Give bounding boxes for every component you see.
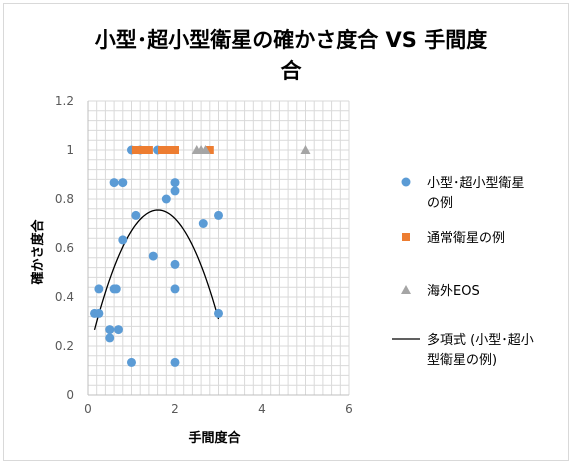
circle-data-point xyxy=(105,325,115,335)
y-tick-label: 0.8 xyxy=(55,192,74,206)
square-data-point xyxy=(166,146,175,154)
square-data-point xyxy=(157,146,166,154)
legend-circle-key xyxy=(401,177,411,187)
square-data-point xyxy=(162,146,171,154)
y-axis-title: 確かさ度合 xyxy=(30,219,46,285)
legend-label: 通常衛星の例 xyxy=(427,231,505,246)
circle-data-point xyxy=(170,357,180,367)
circle-data-point xyxy=(170,284,180,294)
scatter-chart: 小型･超小型衛星の確かさ度合 VS 手間度合 0 2 4 6 0 0.2 0.4 0.6 0.8 1… xyxy=(30,28,534,446)
x-tick-label: 0 xyxy=(84,402,92,416)
circle-data-point xyxy=(118,235,128,245)
triangle-data-point xyxy=(200,145,211,154)
x-tick-label: 2 xyxy=(171,402,179,416)
circle-data-point xyxy=(113,325,123,335)
circle-data-point xyxy=(127,357,136,367)
circle-data-point xyxy=(214,210,223,220)
y-tick-label: 0.4 xyxy=(55,290,74,304)
circle-data-point xyxy=(105,333,115,343)
square-data-point xyxy=(171,146,179,154)
legend-square-key xyxy=(402,233,410,241)
square-data-point xyxy=(144,146,153,154)
triangle-data-point xyxy=(300,145,311,154)
square-data-point xyxy=(136,146,145,154)
x-axis-title: 手間度合 xyxy=(188,430,241,446)
legend-triangle-key xyxy=(401,285,411,294)
x-tick-label: 6 xyxy=(345,402,353,416)
circle-data-point xyxy=(118,178,128,188)
y-tick-label: 0.6 xyxy=(55,241,74,255)
y-tick-label: 1 xyxy=(66,143,74,157)
circle-data-point xyxy=(109,178,119,188)
circle-data-point xyxy=(161,194,171,204)
legend-label: 海外EOS xyxy=(427,284,480,299)
circle-data-point xyxy=(94,308,104,318)
legend-label: 小型･超小型衛星 xyxy=(427,176,525,191)
circle-data-point xyxy=(214,308,223,318)
circle-data-point xyxy=(94,284,104,294)
chart-title-line: 小型･超小型衛星の確かさ度合 VS 手間度 xyxy=(95,28,488,52)
circle-data-point xyxy=(170,186,180,196)
polynomial-trendline xyxy=(93,209,220,331)
square-data-point xyxy=(140,146,149,154)
y-tick-label: 0 xyxy=(66,388,74,402)
x-tick-label: 4 xyxy=(258,402,266,416)
square-data-point xyxy=(205,146,214,154)
chart-title-line: 合 xyxy=(281,59,303,83)
y-tick-label: 0.2 xyxy=(55,339,74,353)
circle-data-point xyxy=(131,210,141,220)
square-data-point xyxy=(131,146,140,154)
legend-label: 多項式 (小型･超小 xyxy=(427,332,534,348)
circle-data-point xyxy=(170,259,180,269)
circle-data-point xyxy=(148,251,158,261)
y-tick-label: 1.2 xyxy=(55,94,74,108)
circle-data-point xyxy=(198,219,208,228)
legend-label: 型衛星の例) xyxy=(427,353,497,368)
legend-label: の例 xyxy=(427,196,453,211)
circle-data-point xyxy=(111,284,121,294)
chart-area: 小型･超小型衛星の確かさ度合 VS 手間度合 0 2 4 6 0 0.2 0.4 0.6 0.8 1… xyxy=(3,3,569,461)
circle-data-point xyxy=(170,178,180,188)
